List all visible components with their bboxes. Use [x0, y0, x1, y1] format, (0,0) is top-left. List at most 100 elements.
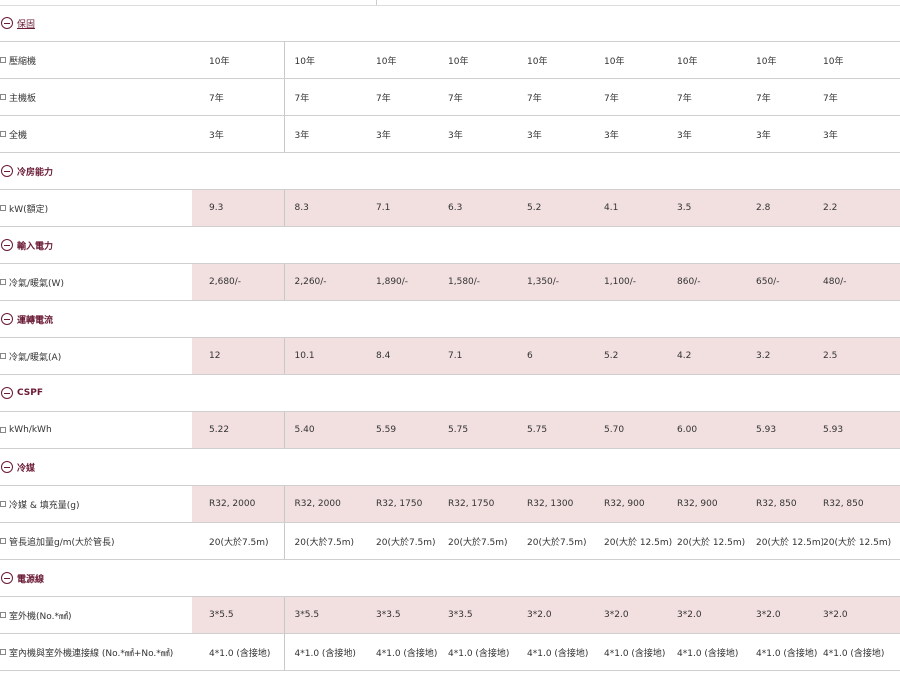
table-cell: 1,890/-: [376, 263, 448, 301]
table-cell: 3年: [823, 115, 900, 153]
row-label: 室外機(No.*㎟): [9, 611, 72, 622]
table-cell: R32, 850: [823, 485, 900, 523]
table-cell: 3*3.5: [376, 596, 448, 634]
checkbox-icon[interactable]: [0, 426, 6, 433]
table-cell: 4*1.0 (含接地): [376, 633, 448, 671]
minus-circle-icon[interactable]: [1, 461, 13, 473]
section-title: 冷媒: [17, 463, 36, 474]
table-cell: 2,680/-: [192, 263, 284, 301]
minus-circle-icon[interactable]: [1, 313, 13, 325]
row-label: 冷媒 & 填充量(g): [9, 500, 80, 511]
table-cell: 20(大於7.5m): [527, 522, 604, 560]
checkbox-icon[interactable]: [0, 353, 6, 359]
table-cell: 4*1.0 (含接地): [448, 633, 527, 671]
table-cell: 1,580/-: [448, 263, 527, 301]
table-cell: 5.75: [448, 411, 527, 449]
table-cell: 10年: [823, 41, 900, 79]
table-cell: 3*5.5: [192, 596, 284, 634]
table-cell: 4.1: [604, 189, 677, 227]
table-cell: 2,260/-: [283, 263, 376, 301]
table-cell: 6: [527, 337, 604, 375]
table-cell: 10.1: [283, 337, 376, 375]
table-row: kW(額定) 9.3 8.3 7.1 6.3 5.2 4.1 3.5 2.8 2.2: [0, 189, 900, 227]
table-cell: 5.2: [604, 337, 677, 375]
table-cell: 20(大於 12.5m): [604, 522, 677, 560]
table-cell: 4.2: [677, 337, 756, 375]
section-header[interactable]: CSPF: [0, 374, 900, 412]
table-cell: 10年: [192, 41, 284, 79]
checkbox-icon[interactable]: [0, 538, 6, 544]
row-label: kWh/kWh: [9, 424, 52, 435]
table-cell: R32, 1750: [376, 485, 448, 523]
section-header[interactable]: 冷房能力: [0, 152, 900, 190]
table-cell: 12: [192, 337, 284, 375]
minus-circle-icon[interactable]: [1, 17, 13, 29]
table-cell: 3年: [448, 115, 527, 153]
table-cell: 6.3: [448, 189, 527, 227]
table-cell: 8.4: [376, 337, 448, 375]
section-header[interactable]: 電源線: [0, 559, 900, 597]
table-cell: 5.2: [527, 189, 604, 227]
table-cell: 3年: [283, 115, 376, 153]
section-header[interactable]: 保固: [0, 5, 900, 42]
table-cell: 20(大於 12.5m): [823, 522, 900, 560]
table-cell: 3*2.0: [823, 596, 900, 634]
table-cell: 7年: [448, 78, 527, 116]
minus-circle-icon[interactable]: [1, 572, 13, 584]
table-cell: 10年: [527, 41, 604, 79]
table-cell: 3*2.0: [604, 596, 677, 634]
table-row: 冷氣/暖氣(A) 12 10.1 8.4 7.1 6 5.2 4.2 3.2 2.5: [0, 337, 900, 375]
table-cell: 3年: [376, 115, 448, 153]
table-cell: 7.1: [448, 337, 527, 375]
table-cell: 3年: [677, 115, 756, 153]
section-header[interactable]: 輸入電力: [0, 226, 900, 264]
table-cell: 4*1.0 (含接地): [283, 633, 376, 671]
table-cell: 20(大於 12.5m): [756, 522, 823, 560]
table-cell: 10年: [756, 41, 823, 79]
row-label: 壓縮機: [9, 56, 37, 67]
table-row: 冷氣/暖氣(W) 2,680/- 2,260/- 1,890/- 1,580/- 1,35…: [0, 263, 900, 301]
table-cell: 10年: [604, 41, 677, 79]
row-label: 冷氣/暖氣(W): [9, 278, 64, 289]
table-cell: 10年: [283, 41, 376, 79]
checkbox-icon[interactable]: [0, 501, 6, 507]
table-cell: 5.70: [604, 411, 677, 449]
minus-circle-icon[interactable]: [1, 239, 13, 251]
table-cell: 2.8: [756, 189, 823, 227]
table-cell: 860/-: [677, 263, 756, 301]
checkbox-icon[interactable]: [0, 205, 6, 211]
minus-circle-icon[interactable]: [1, 165, 13, 177]
checkbox-icon[interactable]: [0, 279, 6, 285]
table-row: 壓縮機 10年 10年 10年 10年 10年 10年 10年 10年 10年: [0, 41, 900, 79]
row-label: kW(額定): [9, 204, 49, 215]
checkbox-icon[interactable]: [0, 57, 6, 63]
row-label: 全機: [9, 130, 28, 141]
table-cell: R32, 900: [604, 485, 677, 523]
table-cell: 20(大於 12.5m): [677, 522, 756, 560]
table-cell: 10年: [376, 41, 448, 79]
section-header[interactable]: 運轉電流: [0, 300, 900, 338]
checkbox-icon[interactable]: [0, 131, 6, 137]
table-cell: 3.2: [756, 337, 823, 375]
section-title: CSPF: [17, 388, 43, 398]
table-cell: 5.59: [376, 411, 448, 449]
table-cell: 7年: [283, 78, 376, 116]
table-cell: 6.00: [677, 411, 756, 449]
table-cell: 3*5.5: [283, 596, 376, 634]
table-cell: 1,350/-: [527, 263, 604, 301]
row-label: 管長追加量g/m(大於管長): [9, 537, 115, 548]
table-row: 主機板 7年 7年 7年 7年 7年 7年 7年 7年 7年: [0, 78, 900, 116]
table-cell: R32, 2000: [283, 485, 376, 523]
minus-circle-icon[interactable]: [1, 387, 13, 399]
table-cell: 3*3.5: [448, 596, 527, 634]
table-cell: 4*1.0 (含接地): [527, 633, 604, 671]
table-cell: 10年: [448, 41, 527, 79]
section-header[interactable]: 冷媒: [0, 448, 900, 486]
checkbox-icon[interactable]: [0, 649, 6, 655]
checkbox-icon[interactable]: [0, 612, 6, 618]
table-cell: 480/-: [823, 263, 900, 301]
table-cell: 650/-: [756, 263, 823, 301]
checkbox-icon[interactable]: [0, 94, 6, 100]
table-cell: 3年: [756, 115, 823, 153]
table-cell: 4*1.0 (含接地): [677, 633, 756, 671]
